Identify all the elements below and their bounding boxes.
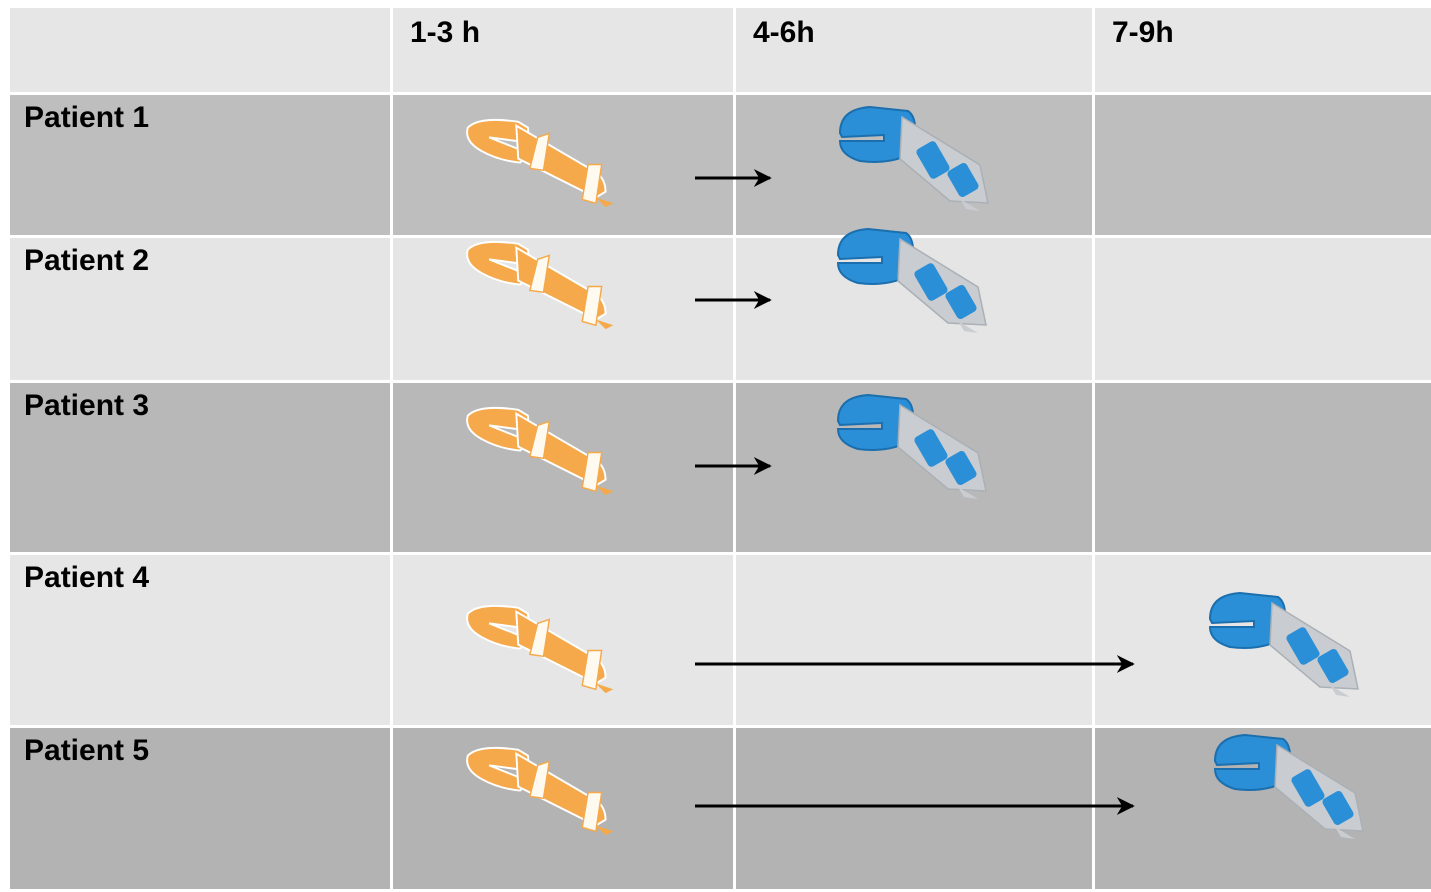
- cell: [1095, 383, 1431, 552]
- cell: [736, 555, 1092, 725]
- row-label: Patient 3: [24, 389, 149, 422]
- column-header: 1-3 h: [410, 16, 480, 49]
- row-label: Patient 4: [24, 561, 149, 594]
- cell: [393, 238, 733, 380]
- cell: [1095, 238, 1431, 380]
- cell: [10, 728, 390, 889]
- cell: [10, 383, 390, 552]
- column-header: 7-9h: [1112, 16, 1174, 49]
- row-label: Patient 1: [24, 101, 149, 134]
- cell: [736, 8, 1092, 92]
- cell: [10, 555, 390, 725]
- column-header: 4-6h: [753, 16, 815, 49]
- cell: [10, 95, 390, 235]
- row-label: Patient 5: [24, 734, 149, 767]
- cell: [10, 8, 390, 92]
- cell: [736, 383, 1092, 552]
- row-label: Patient 2: [24, 244, 149, 277]
- cell: [393, 8, 733, 92]
- cell: [736, 728, 1092, 889]
- cell: [1095, 8, 1431, 92]
- cell: [1095, 95, 1431, 235]
- cell: [10, 238, 390, 380]
